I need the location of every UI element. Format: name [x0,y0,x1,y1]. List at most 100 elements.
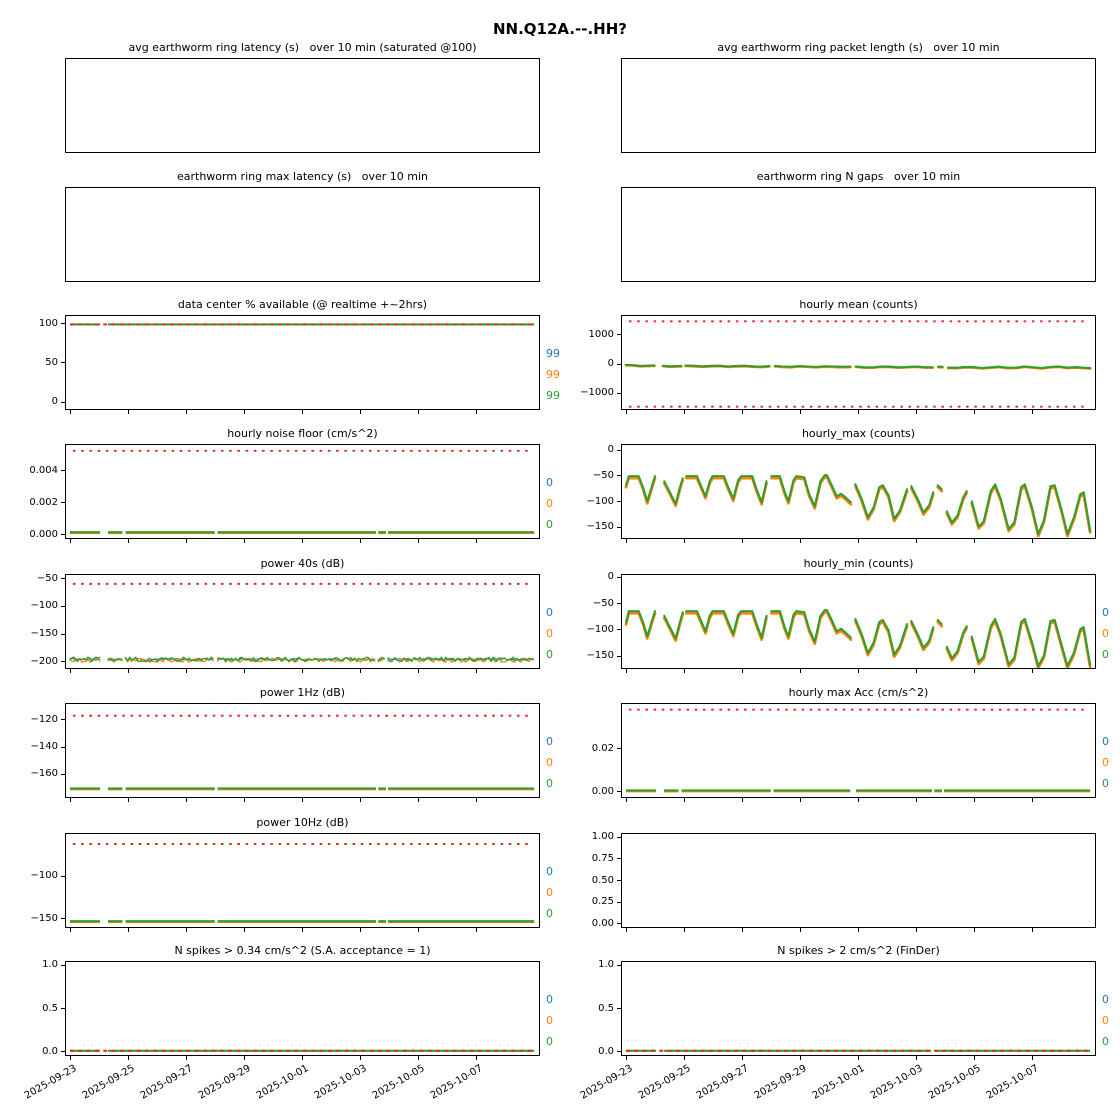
subplot-title: hourly_min (counts) [803,557,914,570]
x-tick-mark [742,669,744,673]
x-tick-mark [360,928,362,932]
series-line [770,610,853,646]
x-date-label: 2025-09-29 [196,1063,253,1102]
y-tick-label: −160 [30,768,58,780]
x-tick-mark [626,1056,628,1060]
subplot-title: N spikes > 2 cm/s^2 (FinDer) [777,944,940,957]
plot-box-unused-panel [621,833,1096,928]
x-tick-mark [418,410,420,414]
y-tick-mark [617,449,621,451]
x-date-label: 2025-10-03 [868,1063,925,1102]
legend-value: 0 [546,1035,553,1048]
x-tick-mark [302,928,304,932]
y-tick-mark [617,392,621,394]
x-tick-mark [684,1056,686,1060]
x-tick-mark [418,539,420,543]
subplot-title: power 1Hz (dB) [259,686,346,699]
y-tick-label: 0.5 [598,1002,614,1014]
plot-box-ring-n-gaps [621,187,1096,282]
y-tick-mark [61,964,65,966]
subplot-title: power 40s (dB) [260,557,345,570]
x-tick-mark [418,798,420,802]
legend-value: 99 [546,368,560,381]
x-date-label: 2025-10-03 [312,1063,369,1102]
x-tick-mark [1032,1056,1034,1060]
x-tick-mark [626,928,628,932]
y-tick-mark [61,773,65,775]
x-tick-mark [186,410,188,414]
x-tick-mark [70,1056,72,1060]
series-line [936,485,944,493]
x-tick-mark [360,1056,362,1060]
x-tick-mark [476,539,478,543]
x-tick-mark [684,669,686,673]
x-tick-mark [626,669,628,673]
x-tick-mark [742,539,744,543]
y-tick-mark [617,629,621,631]
y-tick-mark [617,501,621,502]
x-tick-mark [186,798,188,802]
x-tick-mark [916,1056,918,1060]
y-tick-label: −100 [30,600,58,612]
series-line [624,610,657,638]
plot-canvas-hourly-min [624,609,1092,668]
plot-box-avg-ring-latency [65,58,540,153]
plot-canvas-avg-ring-latency [66,59,539,152]
x-tick-mark [360,410,362,414]
x-date-label: 2025-10-07 [428,1063,485,1102]
plot-box-ring-max-latency [65,187,540,282]
series-line [945,625,968,660]
legend-value: 0 [546,886,553,899]
y-tick-mark [617,880,621,881]
y-tick-mark [617,923,621,925]
x-tick-mark [244,669,246,673]
series-line [770,474,852,508]
x-tick-mark [418,669,420,673]
x-date-label: 2025-09-23 [22,1063,79,1102]
plot-canvas-avg-ring-packet-length [622,59,1095,152]
x-tick-mark [684,410,686,414]
plot-box-power-1hz [65,703,540,798]
legend-value: 0 [546,907,553,920]
x-tick-mark [1032,669,1034,673]
y-tick-mark [617,603,621,605]
y-tick-mark [61,362,65,364]
x-tick-mark [974,410,976,414]
x-tick-mark [244,539,246,543]
y-tick-mark [61,502,65,504]
legend-value: 0 [546,865,553,878]
y-tick-label: −50 [36,572,58,584]
y-tick-mark [617,836,621,838]
x-tick-mark [128,410,130,414]
legend-value: 99 [546,347,560,360]
x-tick-mark [800,539,802,543]
x-tick-mark [916,410,918,414]
x-tick-mark [128,1056,130,1060]
subplot-title: hourly noise floor (cm/s^2) [227,427,378,440]
y-tick-label: 0 [607,571,614,583]
plot-canvas-power-1hz [70,714,535,791]
series-line [69,656,101,663]
x-tick-mark [128,798,130,802]
y-tick-mark [617,1008,621,1009]
x-tick-mark [70,928,72,932]
y-tick-label: 0.00 [591,785,614,797]
x-tick-mark [858,410,860,414]
x-tick-mark [684,928,686,932]
legend-value: 0 [546,993,553,1006]
plot-box-hourly-max-acc [621,703,1096,798]
y-tick-label: −100 [586,495,614,507]
series-line [854,483,909,520]
legend-value: 0 [546,777,553,790]
x-tick-mark [974,669,976,673]
legend-value: 99 [546,389,560,402]
y-tick-label: 1000 [588,328,614,340]
x-date-label: 2025-10-05 [370,1063,427,1102]
x-tick-mark [302,539,304,543]
x-tick-mark [360,539,362,543]
subplot-title: avg earthworm ring latency (s) over 10 m… [128,41,477,54]
y-tick-label: 0.02 [591,742,614,754]
series-line [107,657,123,662]
legend-value: 0 [546,476,553,489]
legend-value: 0 [546,735,553,748]
